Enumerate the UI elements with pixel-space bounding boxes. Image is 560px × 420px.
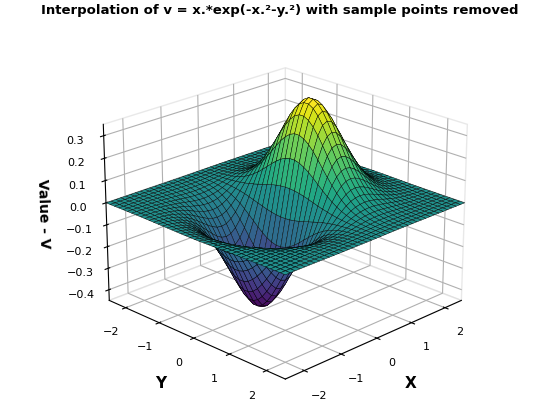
X-axis label: X: X	[404, 376, 416, 391]
Y-axis label: Y: Y	[155, 376, 166, 391]
Title: Interpolation of v = x.*exp(-x.²-y.²) with sample points removed: Interpolation of v = x.*exp(-x.²-y.²) wi…	[41, 4, 519, 17]
